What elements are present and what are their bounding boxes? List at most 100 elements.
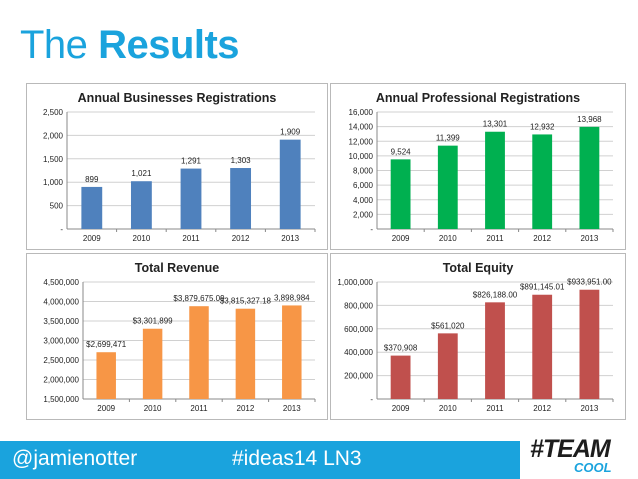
bar-2012 [532,134,553,229]
chart-business-registrations: Annual Businesses Registrations - 500 1,000… [26,83,328,250]
bar-2011 [485,131,505,229]
y-tick-label: 14,000 [349,123,374,132]
y-tick-label: 2,500,000 [43,356,79,365]
data-label: $3,815,327.18 [220,297,272,306]
x-tick-label: 2010 [144,404,162,413]
team-cool-logo: #TEAM COOL [520,432,638,479]
bar-2013 [279,139,301,229]
y-tick-label: - [370,395,373,404]
chart-total-revenue: Total Revenue 1,500,000 2,000,000 2,500,000… [26,253,328,420]
y-tick-label: 600,000 [344,325,373,334]
data-label: 1,021 [131,169,152,178]
y-tick-label: 500 [50,202,64,211]
bar-2013 [579,126,600,229]
data-label: $826,188.00 [473,290,518,299]
data-label: $3,879,675.09 [173,294,225,303]
bar-2010 [142,328,163,399]
bar-2009 [81,186,103,229]
y-tick-label: 400,000 [344,348,373,357]
bar-2009 [390,159,411,229]
x-tick-label: 2011 [182,234,200,243]
y-tick-label: 200,000 [344,372,373,381]
x-tick-label: 2013 [283,404,301,413]
bar-2010 [437,145,458,229]
y-tick-label: 4,000 [353,196,374,205]
data-label: 1,291 [181,157,202,166]
data-label: 1,909 [280,128,301,137]
data-label: 12,932 [530,122,555,131]
twitter-handle: @jamienotter [12,447,138,470]
bar-2010 [437,333,458,399]
chart-title: Total Revenue [135,261,220,275]
x-tick-label: 2010 [133,234,151,243]
data-label: $891,145.01 [520,283,565,292]
x-tick-label: 2013 [581,404,599,413]
data-label: 13,968 [577,115,602,124]
y-tick-label: 16,000 [349,108,374,117]
chart-svg: Annual Professional Registrations - 2,000 4… [349,91,614,243]
y-tick-label: 10,000 [349,152,374,161]
data-label: $933,951.00 [567,278,612,287]
y-tick-label: 4,000,000 [43,298,79,307]
bar-2013 [579,289,600,399]
bar-2013 [282,305,302,399]
chart-title: Total Equity [443,261,514,275]
chart-svg: Annual Businesses Registrations - 500 1,000… [43,91,316,243]
logo-line-2: COOL [574,460,612,475]
x-tick-label: 2011 [486,234,504,243]
data-label: 11,399 [436,134,460,143]
slide-title: The Results [20,20,240,70]
y-tick-label: 8,000 [353,167,374,176]
bar-2011 [485,302,505,399]
x-tick-label: 2011 [486,404,504,413]
data-label: $2,699,471 [86,340,127,349]
bar-2009 [96,352,116,399]
slide-title-light: The [20,23,88,67]
x-tick-label: 2009 [392,234,410,243]
bar-2010 [130,181,152,229]
data-label: 13,301 [483,120,508,129]
bar-2011 [189,306,209,399]
x-tick-label: 2009 [97,404,115,413]
x-tick-label: 2009 [392,404,410,413]
chart-svg: Total Revenue 1,500,000 2,000,000 2,500,000… [43,261,316,413]
x-tick-label: 2012 [533,234,551,243]
y-tick-label: 1,000,000 [337,278,373,287]
chart-title: Annual Professional Registrations [376,91,580,105]
bar-2012 [532,294,553,399]
logo-line-1: #TEAM [530,435,611,463]
chart-title: Annual Businesses Registrations [78,91,277,105]
data-label: 3,898,984 [274,293,310,302]
x-tick-label: 2009 [83,234,101,243]
y-tick-label: 3,500,000 [43,317,79,326]
bar-2009 [390,355,411,399]
y-tick-label: 2,000 [353,210,374,219]
y-tick-label: 12,000 [349,137,374,146]
y-tick-label: 1,000 [43,178,64,187]
y-tick-label: 800,000 [344,301,373,310]
bar-2012 [230,168,252,229]
slide-title-bold: Results [98,23,240,67]
bar-2012 [235,308,256,399]
chart-svg: Total Equity - 200,000 400,000 600,000 800,00… [337,261,614,413]
y-tick-label: - [60,225,63,234]
y-tick-label: 4,500,000 [43,278,79,287]
x-tick-label: 2010 [439,234,457,243]
chart-total-equity: Total Equity - 200,000 400,000 600,000 800,00… [330,253,626,420]
x-tick-label: 2012 [237,404,255,413]
data-label: $561,020 [431,321,465,330]
data-label: 899 [85,175,99,184]
x-tick-label: 2011 [190,404,208,413]
y-tick-label: 2,500 [43,108,64,117]
y-tick-label: 3,000,000 [43,337,79,346]
hashtag: #ideas14 LN3 [232,447,362,470]
data-label: 1,303 [231,156,252,165]
data-label: 9,524 [391,147,412,156]
chart-professional-registrations: Annual Professional Registrations - 2,000 4… [330,83,626,250]
y-tick-label: 2,000 [43,131,64,140]
y-tick-label: - [370,225,373,234]
bar-2011 [180,168,202,229]
x-tick-label: 2013 [281,234,299,243]
x-tick-label: 2012 [232,234,250,243]
y-tick-label: 1,500 [43,155,64,164]
